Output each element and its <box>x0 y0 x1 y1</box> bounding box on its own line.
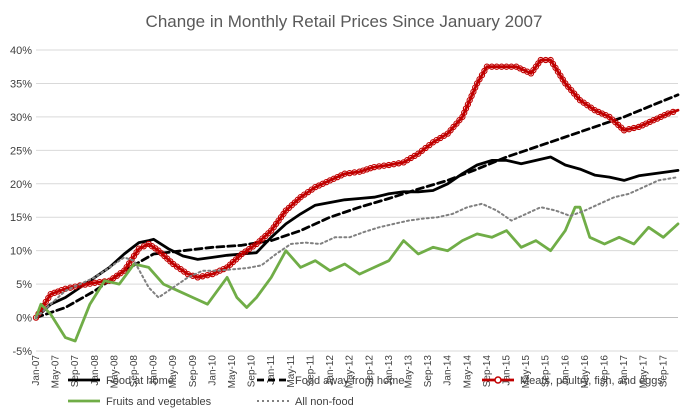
series-marker <box>657 113 664 121</box>
series-marker <box>654 115 661 122</box>
series-line-2 <box>34 93 680 319</box>
x-tick-label: Jan-13 <box>384 355 395 386</box>
y-tick-label: 35% <box>10 78 32 90</box>
x-tick-label: Sep-15 <box>541 355 552 388</box>
x-tick-label: May-11 <box>286 355 297 388</box>
series-marker <box>140 243 147 250</box>
y-tick-label: -5% <box>12 346 32 358</box>
y-tick-label: 0% <box>16 313 32 325</box>
series-marker <box>315 182 323 189</box>
series-marker <box>323 178 330 186</box>
series-marker <box>524 68 531 75</box>
x-tick-label: Sep-17 <box>658 355 669 388</box>
x-tick-label: Jan-08 <box>90 355 101 386</box>
series-marker <box>47 290 54 298</box>
series-marker <box>334 173 341 181</box>
legend-label-4: Fruits and vegetables <box>106 396 212 408</box>
series-marker <box>58 286 65 294</box>
series-marker <box>312 183 319 191</box>
series-marker <box>209 270 216 278</box>
x-tick-label: May-08 <box>109 355 120 389</box>
x-axis: Jan-07 May-07 Sep-07 Jan-08 May-08 Sep-08 Jan-… <box>31 317 678 389</box>
y-tick-label: 20% <box>10 179 32 191</box>
chart-title: Change in Monthly Retail Prices Since Ja… <box>146 12 543 31</box>
series-marker <box>646 118 653 126</box>
series-marker <box>319 180 326 187</box>
x-tick-label: Jan-11 <box>266 355 277 385</box>
legend-label-2: Food away from home <box>295 375 404 387</box>
series-marker <box>639 122 646 129</box>
series-marker <box>598 110 606 117</box>
series-marker <box>591 107 598 114</box>
x-tick-label: Jan-09 <box>149 355 160 386</box>
x-tick-label: Sep-10 <box>247 355 258 388</box>
x-tick-label: May-12 <box>345 355 356 389</box>
series-marker <box>520 66 527 74</box>
series-line-4 <box>34 205 680 343</box>
x-tick-label: Jan-10 <box>207 355 218 386</box>
x-tick-label: May-16 <box>580 355 591 389</box>
x-tick-label: May-13 <box>403 355 414 389</box>
series-marker <box>367 165 374 172</box>
series-marker <box>220 265 227 273</box>
series-marker <box>513 63 520 70</box>
series-marker <box>54 288 62 295</box>
x-tick-label: Sep-16 <box>599 355 610 388</box>
y-tick-label: 15% <box>10 212 32 224</box>
y-tick-label: 5% <box>16 279 32 291</box>
y-tick-label: 10% <box>10 246 32 258</box>
series-marker <box>669 108 677 116</box>
x-tick-label: Sep-13 <box>423 355 434 388</box>
series-marker <box>337 172 345 179</box>
x-tick-label: Jan-14 <box>443 355 454 386</box>
legend: Food at home Food away from home Meats, po… <box>68 375 663 408</box>
series-marker <box>363 166 370 173</box>
series-marker <box>359 167 367 174</box>
x-tick-label: May-10 <box>227 355 238 389</box>
series-marker <box>330 175 337 182</box>
gridlines <box>36 49 678 352</box>
series-line-1 <box>34 155 680 319</box>
y-tick-label: 40% <box>10 45 32 57</box>
legend-label-3: Meats, poultry, fish, and eggs <box>520 375 663 387</box>
series-marker <box>51 289 58 296</box>
x-tick-label: Jan-07 <box>31 355 42 386</box>
series-marker <box>642 120 650 127</box>
x-tick-label: May-14 <box>462 355 473 389</box>
y-tick-label: 30% <box>10 112 32 124</box>
y-axis: -5% 0% 5% 10% 15% 20% 25% 30% 35% 40% <box>10 45 32 358</box>
legend-label-5: All non-food <box>295 396 354 408</box>
x-tick-label: Sep-08 <box>129 355 140 388</box>
series-marker <box>661 112 668 119</box>
x-tick-label: Jan-16 <box>560 355 571 386</box>
series-marker <box>635 123 642 131</box>
x-tick-label: May-17 <box>639 355 650 389</box>
series-line-5 <box>35 176 679 319</box>
series-marker <box>602 112 609 119</box>
legend-label-1: Food at home <box>106 375 174 387</box>
y-tick-label: 25% <box>10 145 32 157</box>
x-tick-label: Sep-11 <box>305 355 316 387</box>
x-tick-label: Sep-07 <box>70 355 81 388</box>
series-marker <box>326 177 334 184</box>
x-tick-label: Sep-12 <box>364 355 375 388</box>
series-marker <box>516 65 524 72</box>
x-tick-label: Jan-12 <box>325 355 336 386</box>
series-layer <box>32 56 680 343</box>
x-tick-label: Jan-17 <box>619 355 630 386</box>
series-marker <box>212 269 220 276</box>
x-tick-label: May-15 <box>521 355 532 389</box>
series-marker <box>595 108 602 116</box>
legend-marker <box>494 376 502 384</box>
series-marker <box>356 168 363 175</box>
series-marker <box>135 245 143 252</box>
x-tick-label: Sep-09 <box>188 355 199 388</box>
x-tick-label: Sep-14 <box>482 355 493 388</box>
x-tick-label: Jan-15 <box>501 355 512 386</box>
x-tick-label: May-09 <box>168 355 179 389</box>
series-marker <box>650 117 657 124</box>
x-tick-label: May-07 <box>51 355 62 389</box>
